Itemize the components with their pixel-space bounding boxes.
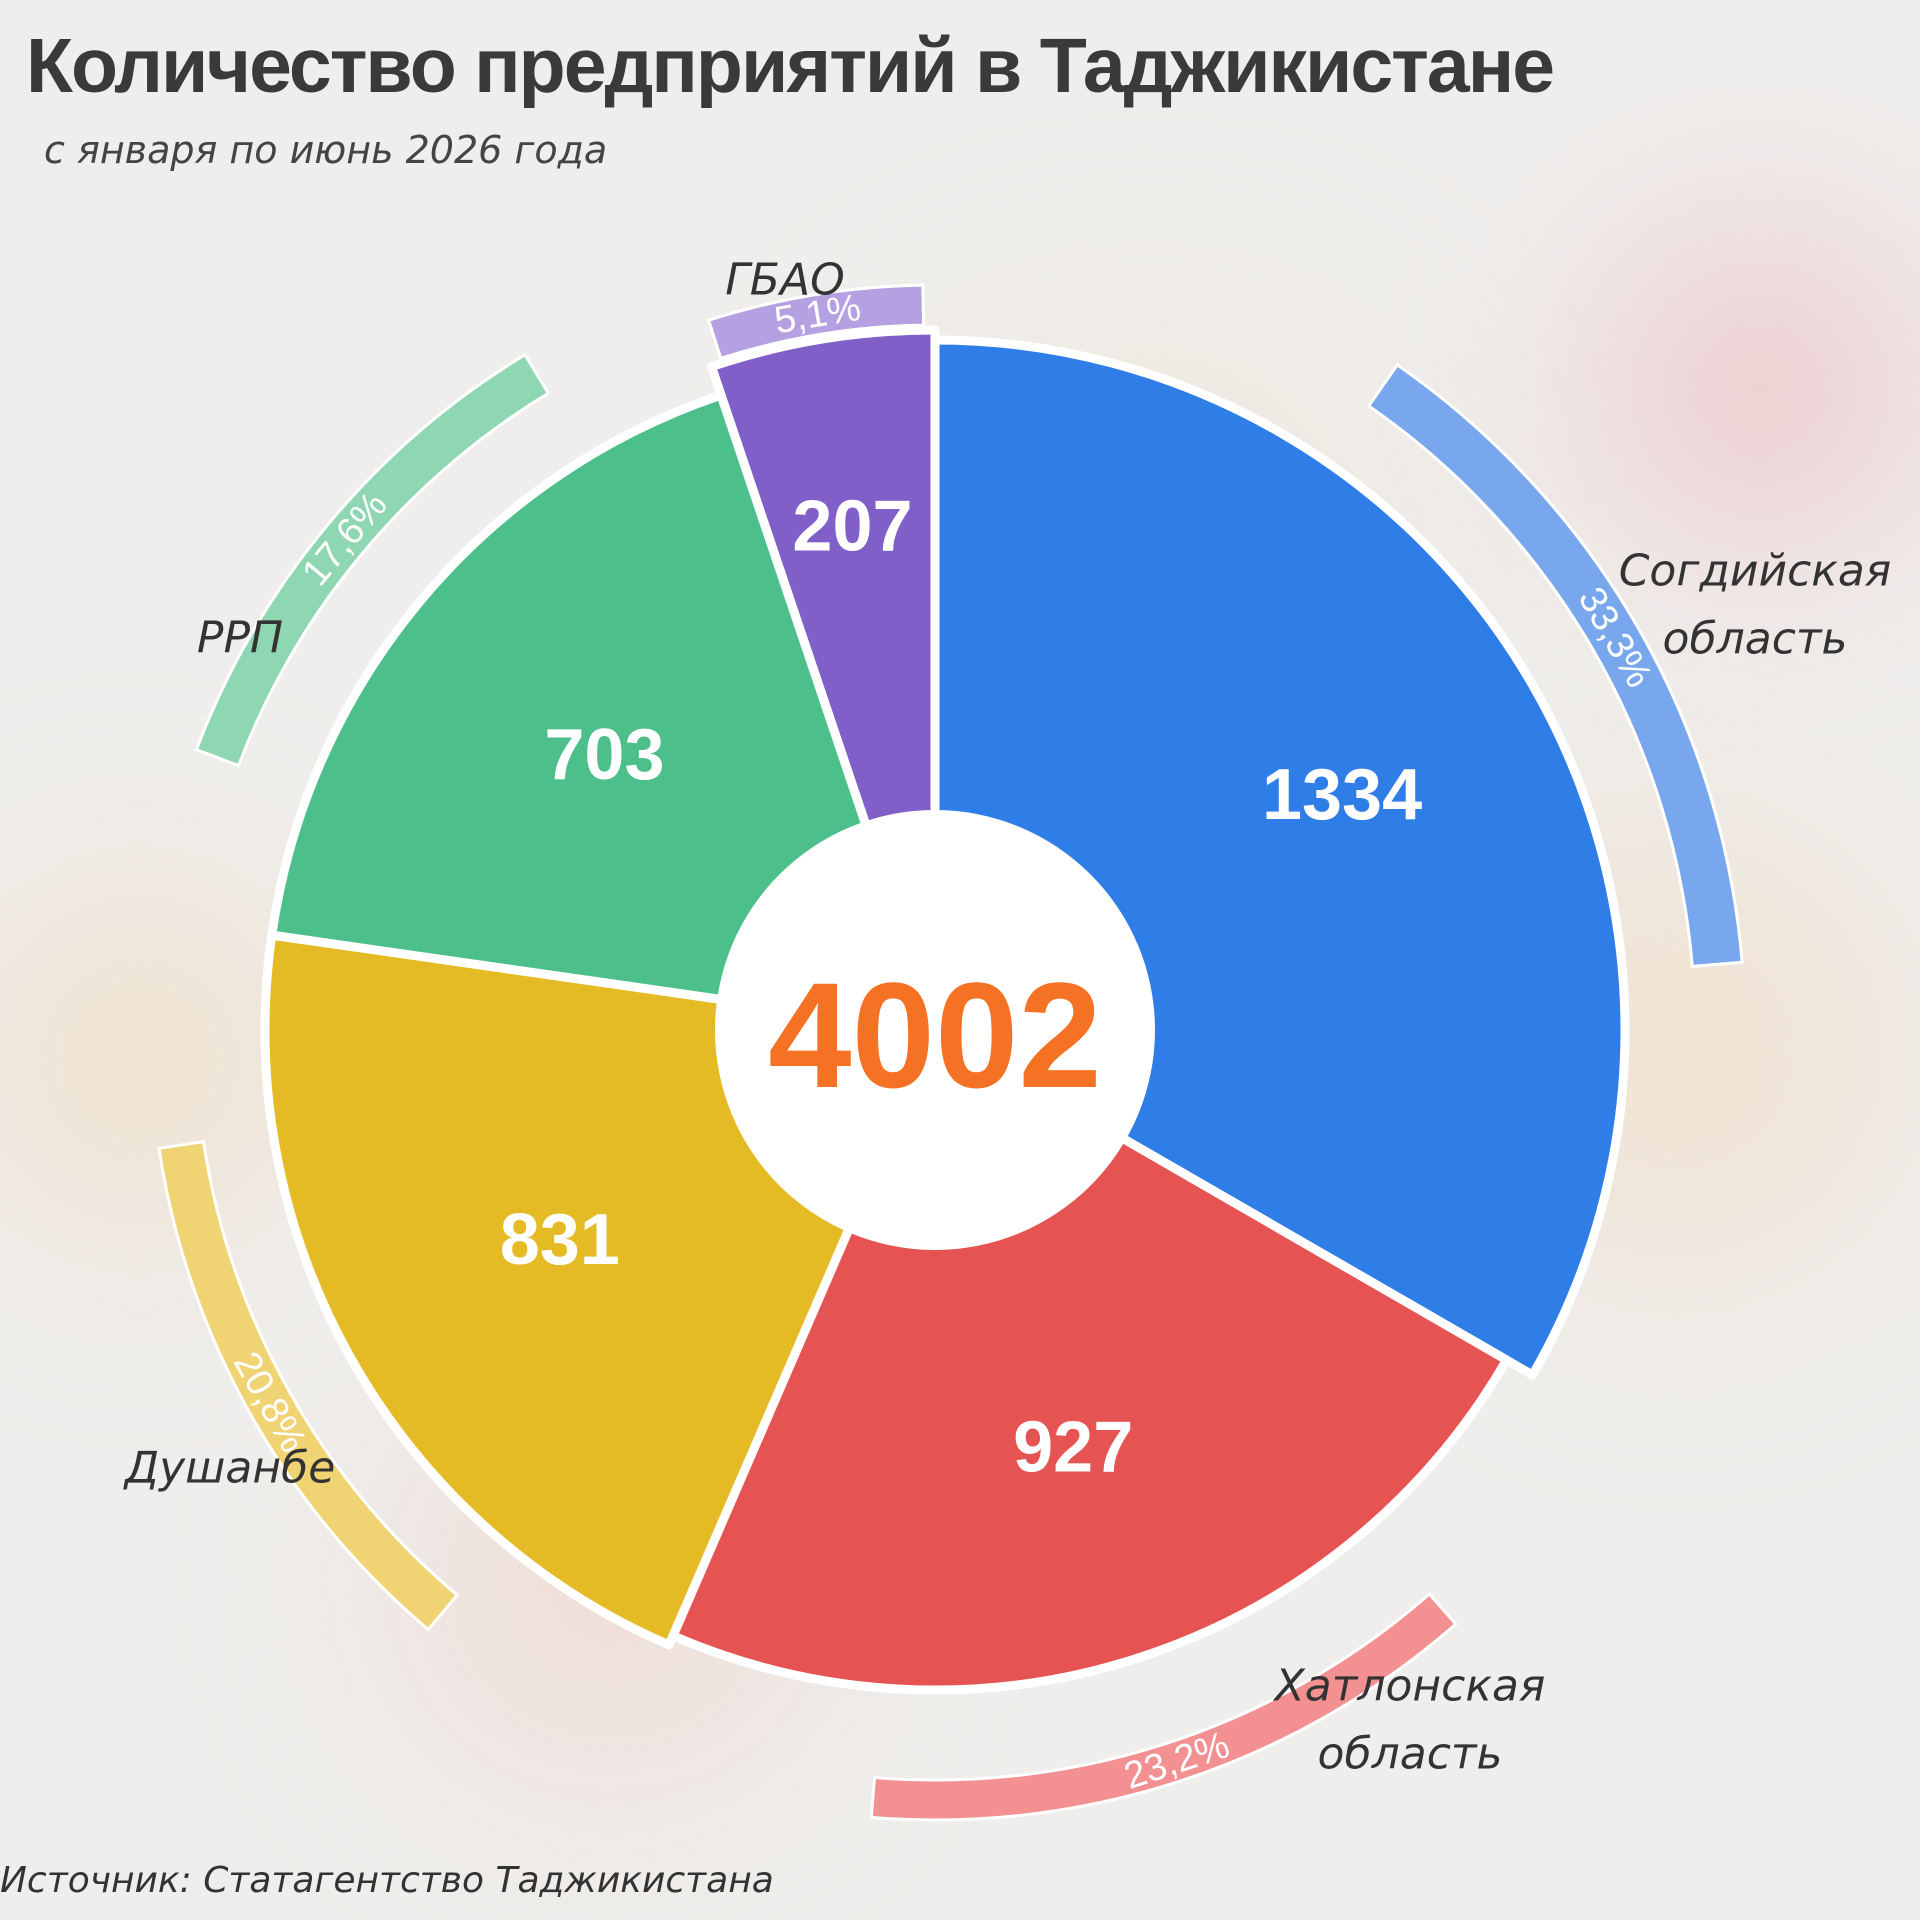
value-label: 927 <box>1013 1408 1133 1488</box>
percent-bands <box>157 283 1744 1822</box>
chart-title: Количество предприятий в Таджикистане <box>26 23 1555 109</box>
percent-label: 23,2% <box>1119 1724 1234 1798</box>
category-label: ГБАО <box>725 255 844 306</box>
center-hole <box>715 810 1155 1250</box>
category-label: Хатлонская <box>1273 1661 1546 1712</box>
chart-subtitle: с января по июнь 2026 года <box>44 128 608 172</box>
value-label: 1334 <box>1262 755 1422 835</box>
percent-band <box>1366 362 1744 969</box>
percent-band <box>194 352 551 768</box>
category-label: Душанбе <box>123 1443 336 1494</box>
percent-band <box>706 283 926 361</box>
percent-band <box>157 1139 460 1632</box>
pie-slices <box>260 325 1630 1695</box>
total-value: 4002 <box>768 951 1102 1119</box>
pie-slice <box>267 390 940 1035</box>
value-label: 831 <box>500 1200 620 1280</box>
percent-label: 33,3% <box>1570 580 1660 694</box>
value-label: 703 <box>544 715 664 795</box>
source-note: Источник: Статагентство Таджикистана <box>0 1860 774 1901</box>
value-label: 207 <box>792 487 912 567</box>
category-label: область <box>1663 614 1848 665</box>
percent-band <box>869 1591 1458 1822</box>
category-label: РРП <box>197 613 283 664</box>
category-label: Согдийская <box>1619 546 1892 597</box>
category-label: область <box>1318 1729 1503 1780</box>
